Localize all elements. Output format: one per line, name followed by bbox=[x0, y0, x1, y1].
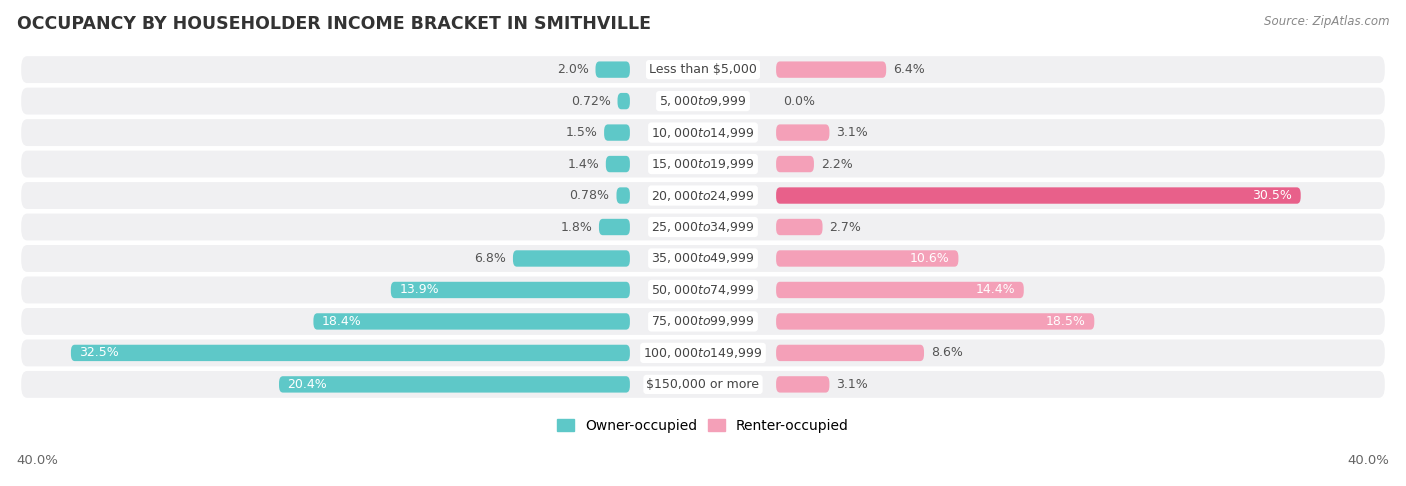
Text: 14.4%: 14.4% bbox=[976, 283, 1015, 296]
Text: $50,000 to $74,999: $50,000 to $74,999 bbox=[651, 283, 755, 297]
FancyBboxPatch shape bbox=[20, 87, 1386, 116]
FancyBboxPatch shape bbox=[70, 345, 630, 361]
FancyBboxPatch shape bbox=[776, 282, 1024, 298]
Text: 6.8%: 6.8% bbox=[474, 252, 506, 265]
Text: 0.72%: 0.72% bbox=[571, 95, 610, 107]
FancyBboxPatch shape bbox=[599, 219, 630, 235]
FancyBboxPatch shape bbox=[776, 124, 830, 141]
Text: $75,000 to $99,999: $75,000 to $99,999 bbox=[651, 314, 755, 329]
Text: 20.4%: 20.4% bbox=[288, 378, 328, 391]
Text: 1.5%: 1.5% bbox=[565, 126, 598, 139]
Text: 2.2%: 2.2% bbox=[821, 157, 852, 171]
Text: $100,000 to $149,999: $100,000 to $149,999 bbox=[644, 346, 762, 360]
Text: 3.1%: 3.1% bbox=[837, 126, 868, 139]
Text: $35,000 to $49,999: $35,000 to $49,999 bbox=[651, 251, 755, 265]
Text: 6.4%: 6.4% bbox=[893, 63, 925, 76]
FancyBboxPatch shape bbox=[20, 118, 1386, 147]
Text: Less than $5,000: Less than $5,000 bbox=[650, 63, 756, 76]
FancyBboxPatch shape bbox=[776, 313, 1094, 330]
FancyBboxPatch shape bbox=[20, 338, 1386, 367]
FancyBboxPatch shape bbox=[20, 212, 1386, 242]
FancyBboxPatch shape bbox=[20, 244, 1386, 273]
FancyBboxPatch shape bbox=[776, 250, 959, 267]
Text: 18.4%: 18.4% bbox=[322, 315, 361, 328]
Text: 0.78%: 0.78% bbox=[569, 189, 610, 202]
Text: 2.7%: 2.7% bbox=[830, 221, 862, 233]
FancyBboxPatch shape bbox=[513, 250, 630, 267]
FancyBboxPatch shape bbox=[616, 187, 630, 204]
FancyBboxPatch shape bbox=[606, 156, 630, 172]
FancyBboxPatch shape bbox=[776, 219, 823, 235]
Text: Source: ZipAtlas.com: Source: ZipAtlas.com bbox=[1264, 15, 1389, 28]
Text: 40.0%: 40.0% bbox=[1347, 453, 1389, 467]
Text: 1.8%: 1.8% bbox=[560, 221, 592, 233]
FancyBboxPatch shape bbox=[20, 150, 1386, 178]
FancyBboxPatch shape bbox=[776, 187, 1301, 204]
FancyBboxPatch shape bbox=[776, 376, 830, 393]
FancyBboxPatch shape bbox=[20, 55, 1386, 84]
Text: 8.6%: 8.6% bbox=[931, 347, 963, 360]
Text: 32.5%: 32.5% bbox=[80, 347, 120, 360]
FancyBboxPatch shape bbox=[314, 313, 630, 330]
Text: $150,000 or more: $150,000 or more bbox=[647, 378, 759, 391]
FancyBboxPatch shape bbox=[596, 61, 630, 78]
FancyBboxPatch shape bbox=[20, 307, 1386, 336]
Text: 40.0%: 40.0% bbox=[17, 453, 59, 467]
FancyBboxPatch shape bbox=[20, 276, 1386, 304]
FancyBboxPatch shape bbox=[605, 124, 630, 141]
Text: 10.6%: 10.6% bbox=[910, 252, 950, 265]
FancyBboxPatch shape bbox=[20, 370, 1386, 399]
FancyBboxPatch shape bbox=[278, 376, 630, 393]
FancyBboxPatch shape bbox=[617, 93, 630, 109]
Text: 2.0%: 2.0% bbox=[557, 63, 589, 76]
Text: 18.5%: 18.5% bbox=[1046, 315, 1085, 328]
Text: 30.5%: 30.5% bbox=[1253, 189, 1292, 202]
Text: $25,000 to $34,999: $25,000 to $34,999 bbox=[651, 220, 755, 234]
Text: $15,000 to $19,999: $15,000 to $19,999 bbox=[651, 157, 755, 171]
FancyBboxPatch shape bbox=[776, 61, 886, 78]
Text: $20,000 to $24,999: $20,000 to $24,999 bbox=[651, 189, 755, 203]
Text: 3.1%: 3.1% bbox=[837, 378, 868, 391]
Legend: Owner-occupied, Renter-occupied: Owner-occupied, Renter-occupied bbox=[551, 413, 855, 438]
Text: 0.0%: 0.0% bbox=[783, 95, 815, 107]
FancyBboxPatch shape bbox=[391, 282, 630, 298]
FancyBboxPatch shape bbox=[776, 156, 814, 172]
Text: OCCUPANCY BY HOUSEHOLDER INCOME BRACKET IN SMITHVILLE: OCCUPANCY BY HOUSEHOLDER INCOME BRACKET … bbox=[17, 15, 651, 33]
Text: $5,000 to $9,999: $5,000 to $9,999 bbox=[659, 94, 747, 108]
FancyBboxPatch shape bbox=[20, 181, 1386, 210]
FancyBboxPatch shape bbox=[776, 345, 924, 361]
Text: 13.9%: 13.9% bbox=[399, 283, 439, 296]
Text: $10,000 to $14,999: $10,000 to $14,999 bbox=[651, 125, 755, 139]
Text: 1.4%: 1.4% bbox=[567, 157, 599, 171]
